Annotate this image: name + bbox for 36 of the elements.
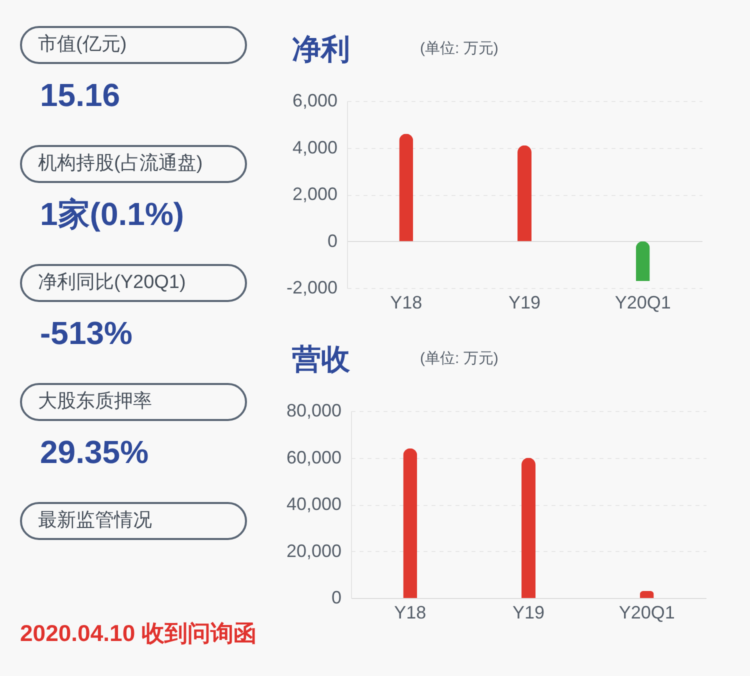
text: 机构持股(占流通盘) xyxy=(20,145,247,183)
y-tick-label: 0 xyxy=(331,588,342,608)
y-tick-label: 0 xyxy=(327,230,338,251)
x-tick-label: Y20Q1 xyxy=(618,602,675,622)
y-tick-label: 40,000 xyxy=(286,494,342,514)
y-tick-label: -2,000 xyxy=(286,278,338,298)
y-tick-label: 60,000 xyxy=(286,447,342,468)
y-tick-label: 20,000 xyxy=(286,540,342,561)
text: 净利同比(Y20Q1) xyxy=(20,264,247,302)
y-tick-label: 4,000 xyxy=(292,137,338,158)
bar xyxy=(399,134,414,242)
text: 最新监管情况 xyxy=(20,502,247,540)
bar xyxy=(403,448,418,598)
bar xyxy=(522,458,536,598)
bar xyxy=(636,241,650,281)
text: -513% xyxy=(39,314,134,353)
x-tick-label: Y19 xyxy=(512,602,545,622)
text: 1家(0.1%) xyxy=(39,195,186,234)
text: 市值(亿元) xyxy=(20,26,247,64)
x-tick-label: Y20Q1 xyxy=(614,292,671,312)
chart-title: 净利 xyxy=(292,34,350,66)
y-tick-label: 6,000 xyxy=(292,90,338,110)
chart-subtitle: (单位: 万元) xyxy=(420,40,498,57)
y-tick-label: 2,000 xyxy=(292,184,338,204)
chart-subtitle: (单位: 万元) xyxy=(420,350,498,367)
text: 15.16 xyxy=(39,76,122,115)
x-tick-label: Y18 xyxy=(390,292,422,312)
x-tick-label: Y19 xyxy=(508,292,541,312)
bar xyxy=(518,145,532,242)
text: 2020.04.10 收到问询函 xyxy=(20,619,257,648)
chart-title: 营收 xyxy=(292,344,350,376)
x-tick-label: Y18 xyxy=(394,602,426,622)
bar xyxy=(640,590,654,598)
text: 29.35% xyxy=(39,433,150,472)
y-tick-label: 80,000 xyxy=(286,400,342,420)
text: 大股东质押率 xyxy=(20,383,247,421)
